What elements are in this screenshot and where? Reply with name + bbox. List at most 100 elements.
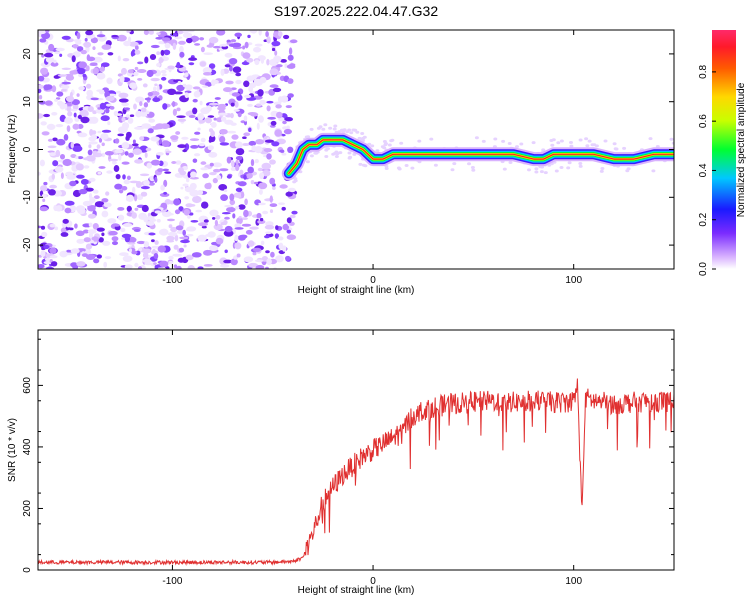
noise-speckle	[247, 103, 253, 107]
noise-speckle	[269, 195, 273, 203]
noise-speckle	[92, 110, 97, 115]
noise-speckle	[242, 45, 246, 50]
noise-speckle	[120, 227, 126, 233]
noise-speckle	[134, 126, 145, 130]
noise-speckle	[186, 177, 190, 183]
noise-speckle	[287, 54, 294, 61]
ridge-scatter	[349, 131, 354, 135]
noise-speckle	[160, 69, 167, 74]
noise-speckle	[84, 37, 88, 42]
noise-speckle	[121, 141, 130, 150]
noise-speckle	[92, 67, 99, 75]
noise-speckle	[101, 232, 105, 237]
noise-speckle	[221, 212, 231, 215]
noise-speckle	[209, 135, 216, 143]
noise-speckle	[255, 265, 265, 269]
noise-speckle	[126, 114, 130, 118]
ridge-scatter	[471, 168, 476, 172]
ridge-scatter	[309, 154, 314, 158]
noise-speckle	[175, 225, 184, 231]
noise-speckle	[69, 70, 78, 74]
noise-speckle	[203, 264, 213, 267]
noise-speckle	[67, 111, 73, 117]
noise-speckle	[143, 215, 149, 223]
noise-speckle	[132, 186, 136, 194]
noise-speckle	[233, 192, 244, 198]
noise-speckle	[167, 65, 175, 70]
noise-speckle	[42, 198, 46, 202]
noise-speckle	[74, 223, 78, 229]
colorbar: 0.0 0.2 0.4 0.6 0.8 Normalized spectral ampl…	[698, 30, 747, 276]
noise-speckle	[136, 240, 146, 245]
noise-speckle	[133, 71, 139, 77]
noise-speckle	[225, 80, 234, 85]
noise-speckle	[244, 94, 252, 99]
noise-speckle	[142, 258, 152, 263]
noise-speckle	[142, 83, 148, 88]
noise-speckle	[106, 77, 113, 85]
noise-speckle	[168, 224, 173, 229]
noise-speckle	[127, 117, 134, 124]
noise-speckle	[72, 123, 80, 130]
noise-speckle	[62, 158, 72, 167]
snr-panel: -100 0 100 0 200 400 600 Height of straight l…	[7, 329, 675, 596]
noise-speckle	[80, 116, 90, 124]
noise-speckle	[170, 135, 179, 141]
noise-speckle	[99, 102, 106, 110]
noise-speckle	[255, 139, 265, 145]
ridge-scatter	[534, 167, 539, 171]
noise-speckle	[249, 226, 259, 230]
noise-speckle	[189, 176, 199, 180]
noise-speckle	[82, 73, 87, 78]
noise-speckle	[243, 256, 254, 263]
noise-speckle	[55, 47, 65, 52]
noise-speckle	[186, 30, 195, 33]
ridge-scatter	[559, 166, 564, 169]
noise-speckle	[185, 228, 194, 232]
noise-speckle	[88, 141, 98, 145]
ridge-scatter	[600, 167, 605, 170]
noise-speckle	[51, 112, 58, 116]
ridge-scatter	[292, 180, 297, 184]
noise-speckle	[242, 136, 247, 139]
noise-speckle	[83, 237, 91, 243]
noise-speckle	[202, 67, 212, 74]
noise-speckle	[87, 106, 94, 112]
noise-speckle	[187, 171, 191, 178]
noise-speckle	[96, 34, 106, 38]
noise-speckle	[224, 225, 233, 233]
noise-speckle	[220, 264, 230, 268]
noise-speckle	[192, 98, 198, 103]
noise-speckle	[244, 41, 249, 49]
noise-speckle	[86, 155, 96, 162]
noise-speckle	[177, 30, 184, 35]
noise-speckle	[160, 184, 165, 191]
noise-speckle	[232, 66, 242, 73]
ridge-scatter	[613, 147, 618, 151]
noise-speckle	[280, 59, 287, 63]
noise-speckle	[194, 43, 201, 46]
noise-speckle	[243, 80, 250, 88]
noise-speckle	[287, 93, 294, 98]
noise-speckle	[272, 87, 282, 93]
noise-speckle	[229, 193, 235, 201]
noise-speckle	[112, 160, 117, 165]
noise-speckle	[184, 186, 194, 193]
noise-speckle	[230, 102, 235, 107]
noise-speckle	[259, 217, 264, 222]
ridge-scatter	[355, 130, 360, 134]
noise-speckle	[231, 92, 241, 97]
noise-speckle	[61, 67, 71, 71]
noise-speckle	[224, 64, 231, 68]
noise-speckle	[164, 42, 171, 49]
noise-speckle	[39, 38, 47, 43]
ridge-scatter	[594, 144, 599, 148]
noise-speckle	[273, 55, 282, 63]
noise-speckle	[103, 261, 108, 268]
ridge-scatter	[314, 151, 319, 155]
noise-speckle	[76, 261, 86, 267]
ridge-scatter	[569, 141, 573, 144]
noise-speckle	[105, 103, 112, 107]
noise-speckle	[282, 223, 290, 231]
